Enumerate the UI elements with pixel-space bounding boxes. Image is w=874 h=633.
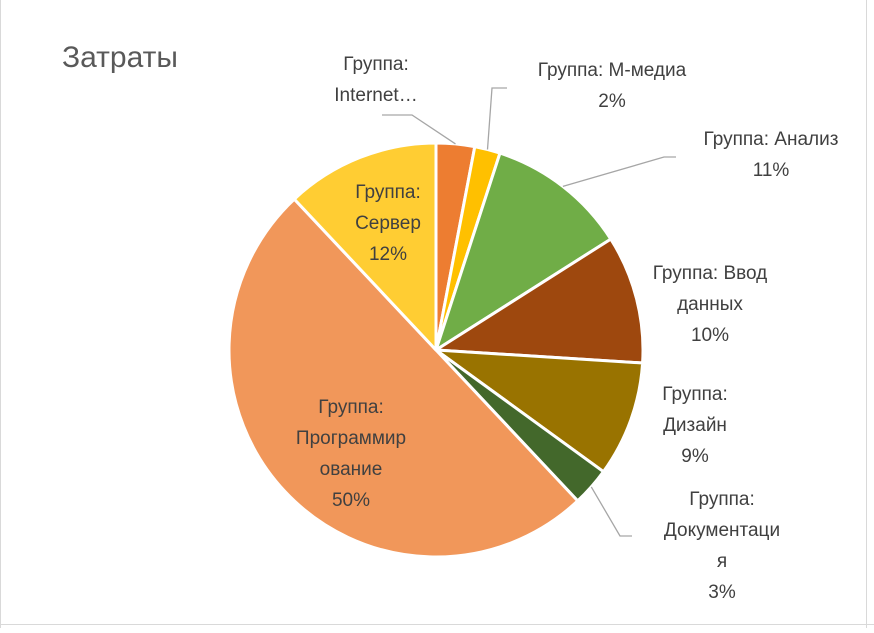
leader-line-6 — [590, 486, 632, 537]
leader-lines — [382, 87, 676, 537]
pie-slices — [227, 141, 645, 559]
pie-slice-3 — [434, 151, 613, 352]
data-labels: Группа: Internet… Группа: М-медиа 2% Группа:… — [296, 54, 839, 603]
data-label-3: Группа: Анализ 11% — [704, 129, 839, 181]
data-label-6: Группа: Документаци я 3% — [664, 489, 780, 603]
chart-title: Затраты — [62, 41, 178, 74]
leader-line-1 — [382, 114, 456, 145]
data-label-2: Группа: М-медиа 2% — [538, 60, 687, 112]
pie-slice-5 — [434, 348, 645, 474]
data-label-4: Группа: Ввод данных 10% — [653, 263, 768, 346]
data-label-5: Группа: Дизайн 9% — [662, 384, 728, 467]
data-label-8: Группа: Сервер 12% — [355, 182, 421, 265]
leader-line-3 — [562, 156, 676, 188]
data-label-7: Группа: Программир ование 50% — [296, 397, 406, 511]
leader-line-2 — [486, 87, 507, 150]
pie-slice-8 — [292, 141, 438, 352]
pie-slice-7 — [227, 197, 580, 559]
data-label-1: Группа: Internet… — [334, 54, 417, 106]
pie-slice-4 — [434, 237, 645, 365]
